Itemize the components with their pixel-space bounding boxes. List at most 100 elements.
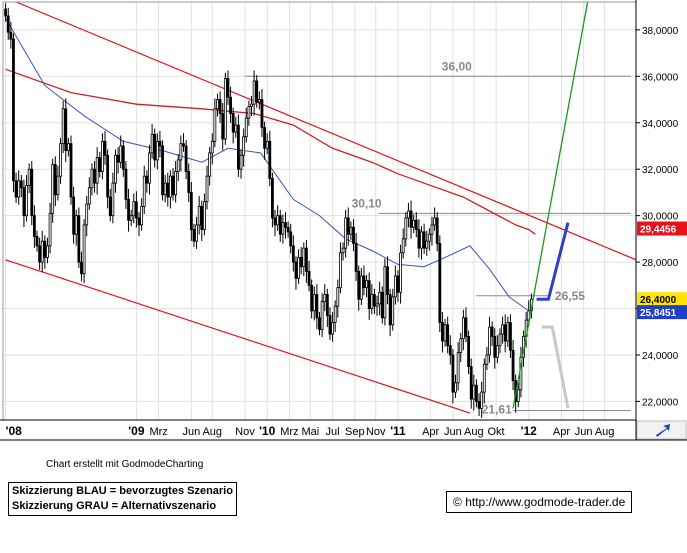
candle-body: [414, 219, 418, 230]
candle: [446, 316, 450, 354]
candle-body: [132, 201, 136, 217]
support-trend-line: [512, 2, 589, 409]
candle-body: [111, 182, 115, 217]
candle-body: [197, 205, 201, 226]
candle-body: [35, 236, 39, 247]
candle: [412, 214, 416, 234]
candle-body: [61, 108, 65, 145]
candle-body: [375, 303, 379, 307]
candle-body: [325, 294, 329, 316]
x-axis: '08'09 Mrz Jun Aug Nov '10 Mrz Mai Jul Sep Nov '11 A…: [0, 419, 687, 441]
x-tick-label: '10: [259, 424, 276, 438]
candle-body: [420, 231, 423, 249]
candle-body: [401, 238, 405, 254]
candle: [276, 205, 280, 231]
candle: [320, 293, 324, 338]
candle: [294, 256, 298, 290]
candle: [404, 212, 408, 247]
candle: [69, 135, 73, 205]
candle: [64, 98, 68, 163]
candle: [495, 335, 499, 364]
candle: [221, 103, 225, 151]
candle: [357, 265, 361, 311]
candle: [367, 272, 371, 320]
candle: [74, 209, 78, 246]
candle-body: [273, 217, 277, 226]
candle-body: [216, 99, 219, 110]
candle: [163, 175, 167, 203]
candle-body: [192, 229, 196, 242]
candle: [142, 165, 146, 215]
candle: [210, 133, 214, 165]
candle: [365, 274, 368, 298]
scenario-blue-line: [536, 222, 570, 301]
candle: [271, 172, 274, 228]
candle-body: [203, 201, 206, 230]
source-link[interactable]: © http://www.godmode-trader.de: [446, 491, 633, 513]
candle: [82, 219, 86, 284]
candle-body: [370, 294, 374, 309]
candle: [498, 328, 502, 354]
candle: [234, 116, 238, 138]
candle: [176, 154, 180, 182]
candle-body: [516, 389, 520, 402]
candle: [140, 198, 144, 231]
candle-body: [22, 187, 26, 217]
candle: [467, 330, 470, 375]
candle: [132, 193, 136, 224]
x-tick-label: '12: [521, 424, 538, 438]
candle: [121, 140, 125, 177]
candle: [260, 89, 264, 137]
candle-body: [182, 143, 185, 147]
level-label: 21,61: [482, 402, 512, 416]
candle-body: [87, 187, 91, 205]
candle: [488, 316, 491, 363]
candle-body: [336, 287, 340, 307]
candle-body: [189, 192, 193, 230]
candle: [263, 121, 266, 160]
candle-body: [467, 335, 470, 367]
x-tick-label: Aug: [202, 426, 222, 438]
candle: [205, 165, 209, 210]
candle: [80, 251, 83, 282]
candle: [200, 200, 204, 241]
candle-body: [276, 215, 280, 226]
candle: [145, 170, 149, 193]
candle-body: [25, 185, 28, 217]
candle-body: [399, 252, 402, 293]
candle-body: [503, 324, 507, 342]
candle-body: [208, 152, 212, 177]
x-tick-label: Jul: [326, 426, 340, 438]
candle-body: [441, 322, 444, 342]
arrow-icon[interactable]: [636, 420, 687, 440]
x-tick-label: Apr: [422, 426, 439, 438]
candle: [108, 188, 112, 222]
candle: [339, 242, 342, 294]
candle-body: [378, 291, 382, 305]
y-tick-label: 22,0000: [642, 397, 679, 408]
candle: [433, 207, 436, 231]
candle: [38, 237, 42, 270]
candle-body: [74, 215, 78, 235]
candle: [53, 156, 57, 207]
grid-lines: [3, 2, 636, 420]
candle-body: [174, 171, 178, 196]
candle: [268, 130, 272, 187]
source-url: http://www.godmode-trader.de: [465, 495, 626, 509]
candle: [354, 233, 358, 281]
candle: [124, 161, 128, 209]
candle: [302, 242, 306, 277]
candle-body: [80, 261, 83, 275]
candle-body: [294, 261, 298, 279]
candle-body: [506, 322, 510, 342]
candle-body: [242, 136, 246, 156]
candle: [171, 168, 175, 201]
candle: [14, 172, 18, 203]
candle-body: [30, 168, 34, 217]
candle: [284, 212, 287, 239]
candle-body: [6, 15, 10, 33]
candle-body: [51, 164, 55, 214]
candle: [22, 179, 26, 228]
candle: [328, 307, 332, 340]
